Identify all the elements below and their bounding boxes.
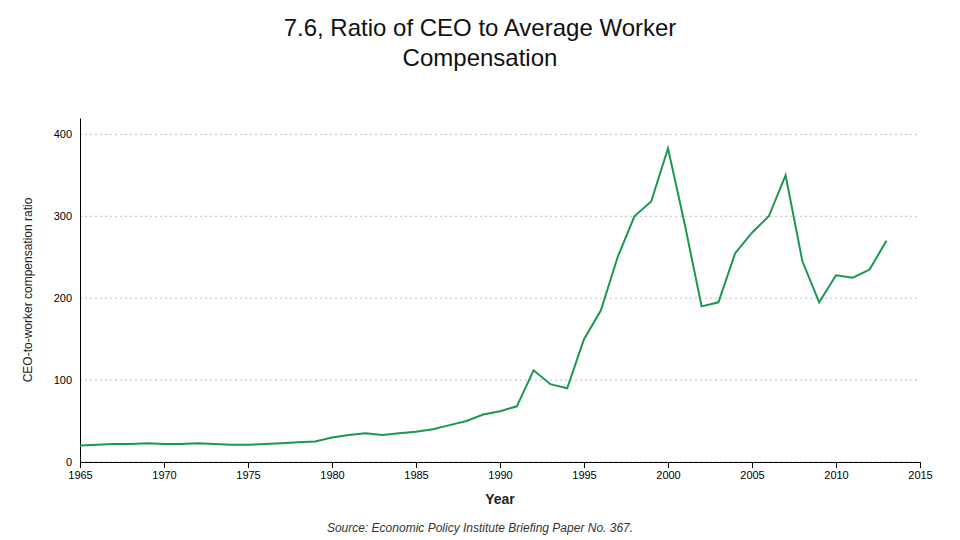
grid-line [80, 380, 920, 381]
y-tick-label: 300 [54, 210, 72, 222]
x-tick: 1980 [320, 462, 344, 481]
x-tick-mark [920, 462, 921, 468]
y-tick: 300 [54, 210, 80, 222]
x-tick: 2005 [740, 462, 764, 481]
x-tick: 2010 [824, 462, 848, 481]
title-line: 7.6, Ratio of CEO to Average Worker [284, 14, 677, 41]
x-tick: 2015 [908, 462, 932, 481]
x-axis-line [81, 463, 921, 469]
x-tick-mark [500, 462, 501, 468]
x-tick-label: 2000 [656, 469, 680, 481]
x-tick-mark [668, 462, 669, 468]
plot-area: 1965197019751980198519901995200020052010… [54, 119, 933, 481]
x-tick-label: 1965 [68, 469, 92, 481]
y-tick: 100 [54, 374, 80, 386]
x-tick-mark [332, 462, 333, 468]
x-tick-label: 1990 [488, 469, 512, 481]
x-tick-mark [836, 462, 837, 468]
title: 7.6, Ratio of CEO to Average Worker Compe… [284, 14, 677, 71]
data-line [80, 148, 886, 445]
x-tick-mark [164, 462, 165, 468]
y-tick: 200 [54, 292, 80, 304]
x-axis-label: Year [485, 491, 515, 507]
x-tick: 1975 [236, 462, 260, 481]
x-tick-label: 2015 [908, 469, 932, 481]
source: Source: Economic Policy Institute Briefi… [327, 521, 633, 535]
marks [80, 148, 886, 445]
y-axis-line [80, 119, 81, 463]
grid-line [80, 134, 920, 135]
grid-line [80, 298, 920, 299]
x-tick-mark [416, 462, 417, 468]
y-tick: 400 [54, 128, 80, 140]
title-line: Compensation [403, 44, 558, 71]
x-tick: 2000 [656, 462, 680, 481]
y-tick: 0 [66, 456, 80, 468]
x-tick-label: 1985 [404, 469, 428, 481]
x-tick: 1990 [488, 462, 512, 481]
x-tick-mark [248, 462, 249, 468]
grid [80, 134, 920, 462]
x-tick: 1995 [572, 462, 596, 481]
y-tick-label: 0 [66, 456, 72, 468]
x-tick-mark [752, 462, 753, 468]
y-axis-label: CEO-to-worker compensation ratio [21, 197, 35, 382]
y-tick-label: 200 [54, 292, 72, 304]
x-tick-label: 1970 [152, 469, 176, 481]
chart-svg: 7.6, Ratio of CEO to Average Worker Compe… [0, 0, 960, 540]
x-tick-label: 1980 [320, 469, 344, 481]
x-tick: 1985 [404, 462, 428, 481]
x-tick-mark [584, 462, 585, 468]
y-axis: 0 100 200 300 400 [54, 119, 81, 469]
y-tick-label: 100 [54, 374, 72, 386]
x-tick-label: 2010 [824, 469, 848, 481]
x-tick-label: 2005 [740, 469, 764, 481]
x-tick-label: 1975 [236, 469, 260, 481]
x-tick-mark [80, 462, 81, 468]
x-axis: 1965 1970 1975 1980 1985 1990 1995 2000 2005 2010… [68, 462, 932, 481]
x-tick: 1970 [152, 462, 176, 481]
x-tick-label: 1995 [572, 469, 596, 481]
y-tick-label: 400 [54, 128, 72, 140]
